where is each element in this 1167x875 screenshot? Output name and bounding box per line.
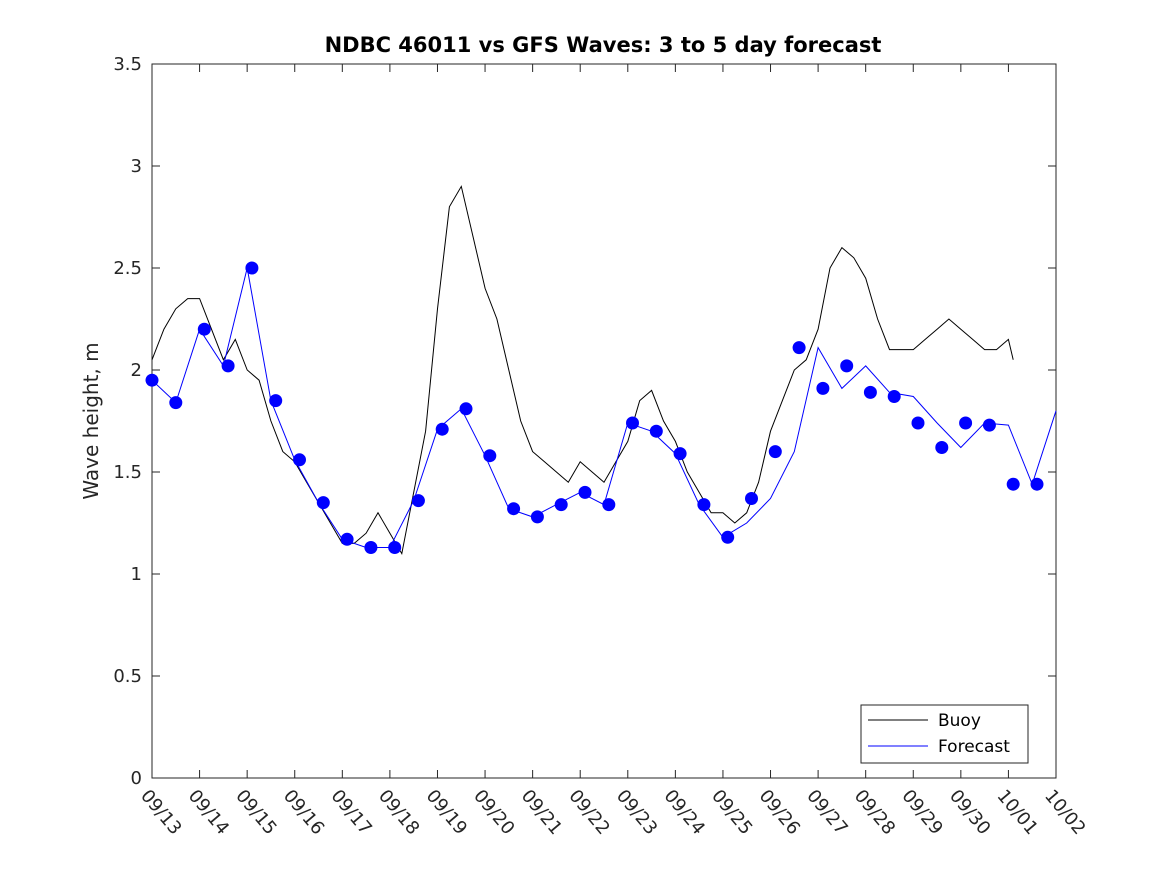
forecast-marker [197, 322, 211, 336]
forecast-marker [887, 390, 901, 403]
forecast-markers [145, 261, 1044, 554]
forecast-marker [316, 496, 330, 510]
forecast-marker [269, 394, 283, 408]
forecast-marker [435, 422, 449, 436]
forecast-marker [388, 541, 402, 554]
plot-area [151, 63, 1057, 779]
forecast-marker [483, 449, 497, 463]
y-tick-label: 3 [131, 156, 142, 177]
forecast-marker [1006, 477, 1020, 491]
forecast-marker [649, 424, 663, 438]
y-axis: 0 0.5 1 1.5 2 2.5 3 3.5 [113, 54, 1056, 789]
forecast-marker [145, 373, 159, 387]
forecast-marker [578, 485, 592, 499]
forecast-marker [673, 447, 687, 461]
y-tick-label: 0 [131, 768, 142, 789]
forecast-marker [935, 441, 949, 454]
forecast-marker [816, 381, 830, 395]
forecast-marker [554, 498, 568, 512]
y-tick-label: 1.5 [113, 462, 142, 483]
forecast-marker [863, 385, 877, 399]
forecast-marker [697, 498, 711, 512]
forecast-marker [530, 510, 544, 524]
y-tick-label: 0.5 [113, 666, 142, 687]
forecast-marker [169, 396, 183, 410]
forecast-marker [982, 418, 996, 432]
y-tick-label: 1 [131, 564, 142, 585]
forecast-marker [959, 416, 973, 430]
y-tick-label: 2.5 [113, 258, 142, 279]
forecast-marker [911, 416, 925, 430]
forecast-marker [411, 494, 425, 508]
forecast-marker [507, 502, 521, 516]
y-tick-label: 2 [131, 360, 142, 381]
legend-label-buoy: Buoy [938, 711, 981, 731]
forecast-marker [293, 453, 306, 467]
y-axis-label: Wave height, m [79, 342, 103, 499]
forecast-marker [459, 402, 473, 416]
legend-box [860, 704, 1029, 764]
legend: Buoy Forecast [860, 704, 1029, 764]
forecast-marker [245, 261, 259, 275]
forecast-marker [602, 498, 616, 512]
forecast-marker [340, 532, 354, 546]
forecast-marker [721, 530, 735, 544]
forecast-marker [745, 492, 758, 505]
chart-title: NDBC 46011 vs GFS Waves: 3 to 5 day fore… [325, 33, 882, 57]
forecast-marker [768, 445, 782, 459]
forecast-marker [221, 359, 235, 373]
forecast-marker [1030, 477, 1044, 491]
forecast-marker [364, 541, 378, 554]
forecast-marker [792, 341, 806, 355]
forecast-marker [626, 416, 639, 430]
forecast-marker [840, 359, 854, 373]
legend-label-forecast: Forecast [938, 737, 1010, 757]
y-tick-label: 3.5 [113, 54, 142, 75]
